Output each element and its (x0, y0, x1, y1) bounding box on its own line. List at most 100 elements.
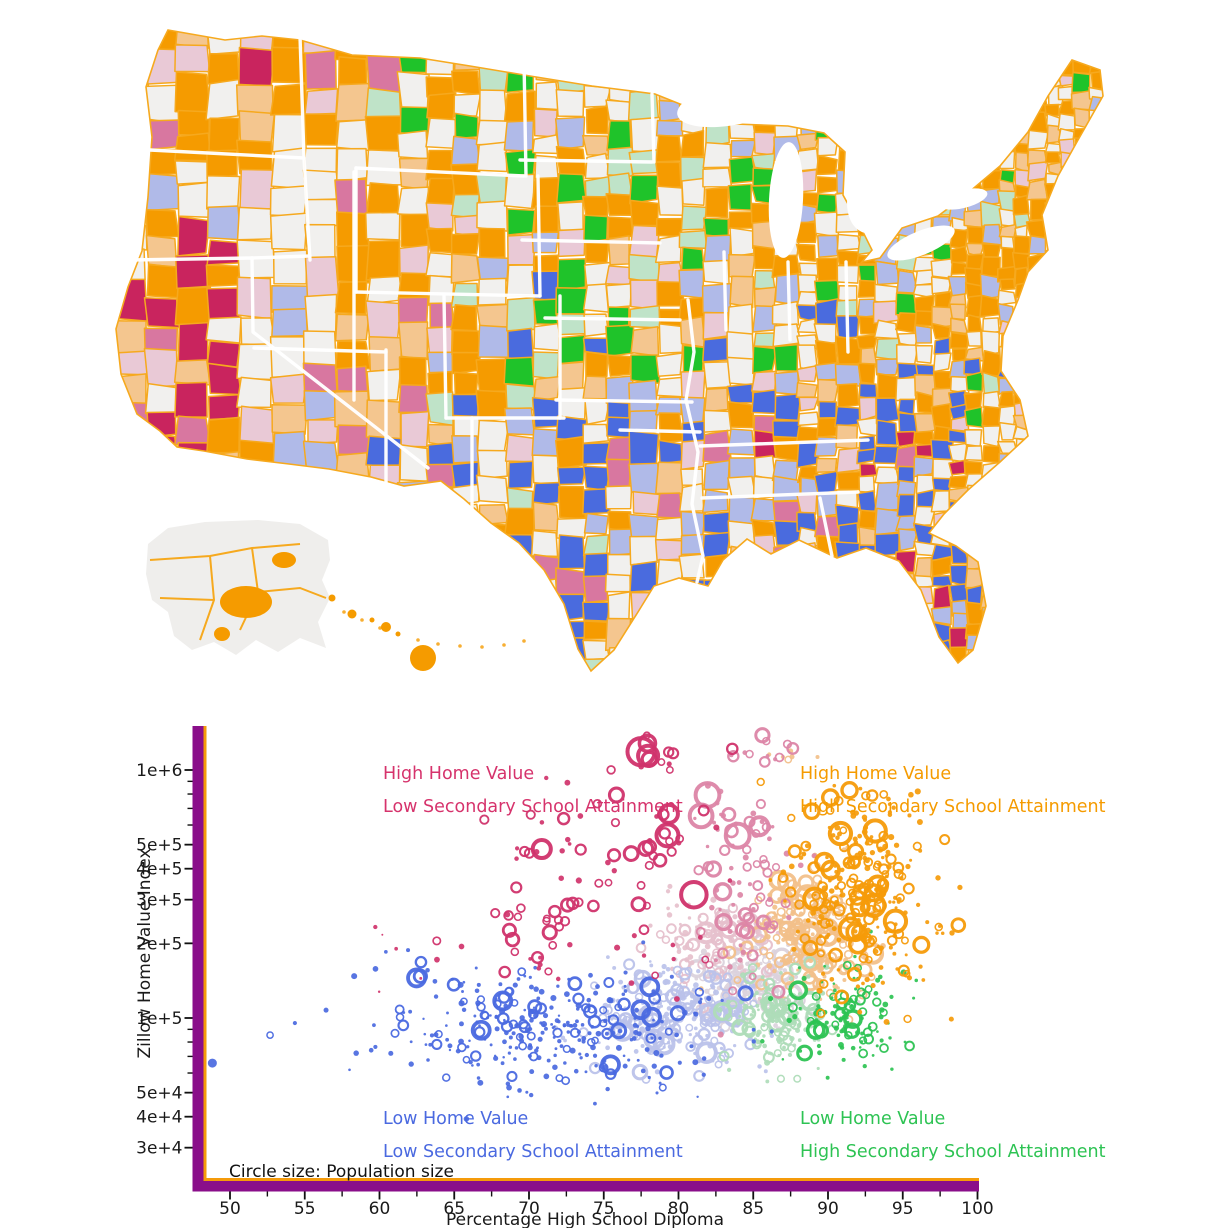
county-cell (605, 324, 635, 358)
county-cell (607, 172, 634, 197)
county-cell (1027, 616, 1049, 637)
county-cell (1090, 635, 1103, 651)
x-tick-label: 80 (668, 1199, 690, 1219)
county-cell (556, 466, 587, 486)
county-point (738, 943, 743, 948)
county-cell (555, 517, 588, 540)
county-point (504, 911, 511, 918)
county-cell (931, 118, 952, 141)
county-point (615, 1044, 622, 1051)
county-point (573, 1068, 579, 1074)
county-point (863, 878, 875, 890)
county-point (409, 1040, 413, 1044)
county-point (655, 930, 665, 939)
county-cell (875, 260, 900, 286)
county-cell (177, 215, 211, 257)
county-point (674, 935, 685, 946)
county-point (748, 972, 757, 981)
county-cell (206, 416, 241, 454)
x-tick (677, 1191, 680, 1200)
y-tick (184, 867, 193, 870)
x-tick-label: 85 (742, 1199, 764, 1219)
county-point (536, 996, 541, 1001)
county-cell (506, 296, 536, 332)
county-cell (1059, 659, 1077, 671)
county-cell (681, 664, 705, 671)
county-point (671, 956, 676, 962)
county-point (654, 1069, 660, 1075)
county-point (622, 1015, 631, 1025)
county-point (518, 1019, 529, 1030)
county-cell (1074, 32, 1093, 56)
county-cell (628, 615, 661, 650)
county-point (604, 1068, 617, 1080)
county-cell (1089, 530, 1103, 546)
county-point (493, 1055, 499, 1061)
county-cell (816, 136, 839, 157)
county-point (759, 855, 768, 864)
county-cell (797, 411, 820, 427)
county-cell (1047, 237, 1063, 254)
county-point (861, 791, 871, 801)
county-cell (1044, 103, 1060, 117)
county-point (935, 875, 941, 881)
county-point (719, 812, 723, 817)
county-cell (397, 594, 430, 621)
county-cell (1012, 194, 1030, 216)
county-cell (797, 46, 817, 69)
county-point (644, 1047, 650, 1052)
county-cell (702, 360, 732, 390)
county-cell (477, 324, 510, 358)
county-cell (1043, 472, 1063, 487)
county-cell (632, 490, 661, 516)
county-cell (874, 481, 900, 512)
county-point (793, 904, 806, 917)
county-cell (856, 416, 880, 437)
county-cell (680, 468, 704, 487)
county-point (836, 1033, 841, 1038)
x-tick-label: 90 (817, 1199, 839, 1219)
county-point (772, 968, 777, 974)
county-cell (583, 33, 611, 64)
county-point (840, 780, 859, 800)
county-cell (873, 663, 901, 671)
county-cell (397, 321, 429, 361)
county-cell (654, 584, 683, 614)
county-cell (334, 280, 368, 315)
county-point (702, 861, 715, 873)
county-cell (654, 648, 685, 671)
x-axis-band (192, 1181, 979, 1192)
county-point (872, 946, 883, 956)
x-tick (453, 1191, 456, 1200)
county-cell (896, 198, 916, 214)
county-cell (235, 376, 272, 409)
county-point (581, 1003, 591, 1013)
quadrant-label-low-value-high-attainment-line1: Low Home Value (800, 1109, 945, 1129)
county-point (543, 1073, 550, 1080)
county-cell (913, 93, 934, 113)
county-point (658, 1036, 662, 1041)
county-point (892, 900, 896, 904)
county-point (605, 1045, 610, 1051)
county-cell (997, 504, 1017, 526)
county-point (551, 1026, 555, 1030)
county-point (937, 924, 942, 929)
county-point (868, 972, 874, 978)
county-cell (1045, 639, 1061, 651)
county-point (552, 1064, 558, 1070)
county-cell (304, 255, 340, 298)
lake-erie (887, 225, 955, 261)
county-cell (914, 55, 935, 79)
county-cell (116, 49, 150, 94)
county-cell (997, 538, 1018, 558)
county-cell (504, 507, 535, 539)
county-point (687, 916, 692, 920)
county-cell (726, 303, 754, 335)
county-cell (1058, 265, 1077, 283)
county-cell (530, 529, 559, 558)
county-cell (896, 47, 917, 68)
county-cell (1073, 499, 1095, 518)
county-point (395, 1012, 405, 1022)
county-cell (998, 30, 1017, 48)
county-point (773, 1049, 782, 1058)
